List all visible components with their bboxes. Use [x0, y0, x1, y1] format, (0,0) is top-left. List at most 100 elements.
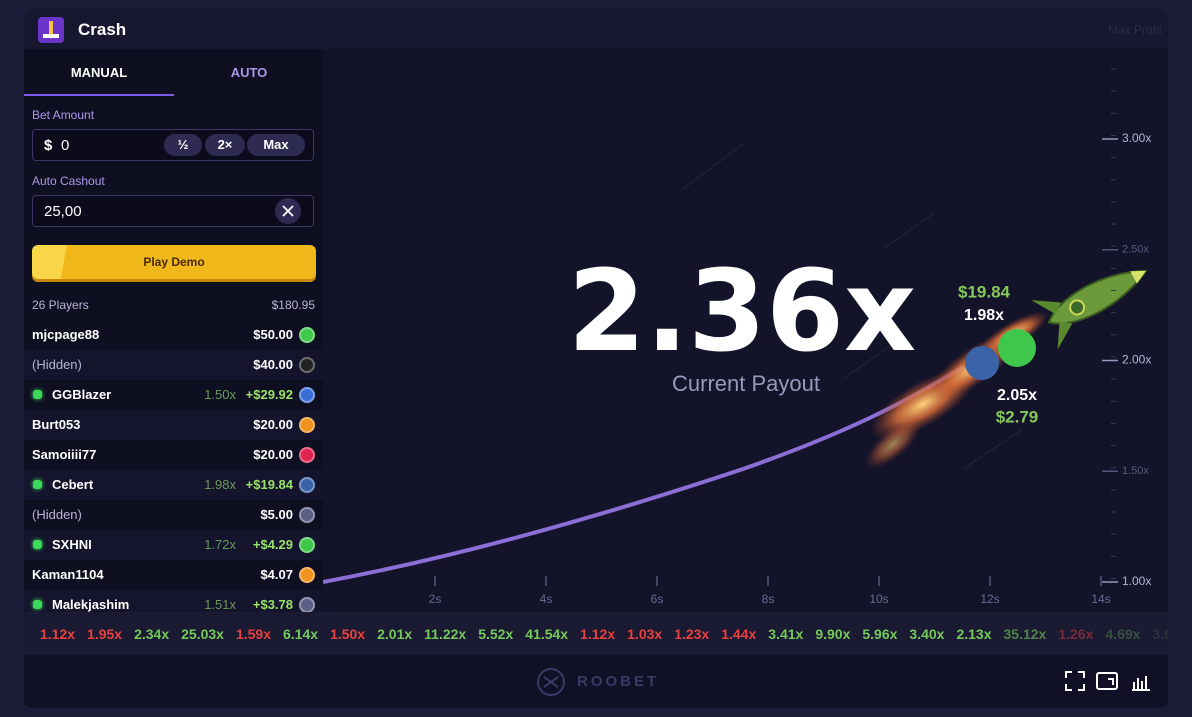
bet-label: Bet Amount [32, 108, 95, 122]
player-name: SXHNI [52, 537, 92, 552]
player-amount: +$29.92 [245, 387, 293, 402]
play-button[interactable]: Play Demo [32, 245, 316, 279]
tab-underline [24, 94, 174, 96]
history-multiplier: 4.69x [1105, 625, 1141, 642]
currency-icon [299, 327, 315, 343]
graph: 2.36x Current Payout $19.84 1.98x 2.05x … [323, 68, 1151, 606]
x-tick-label: 14s [1091, 592, 1110, 606]
player-row: Samoiiii77 $20.00 [24, 440, 323, 470]
history-multiplier: 41.54x [525, 625, 569, 642]
cashout-dot [33, 480, 42, 489]
currency-icon [299, 357, 315, 373]
x-tick-label: 2s [429, 592, 442, 606]
player-name: Cebert [52, 477, 94, 492]
brand: ROOBET [577, 673, 660, 690]
player-row: Burt053 $20.00 [24, 410, 323, 440]
bubble-multiplier: 1.98x [964, 307, 1004, 324]
cashout-dot [33, 600, 42, 609]
history-multiplier: 1.95x [87, 625, 123, 642]
max-profit[interactable]: Max Profit [1107, 23, 1162, 37]
history-multiplier: 2.34x [134, 625, 170, 642]
bubble-coin [998, 329, 1036, 367]
tab-manual[interactable]: MANUAL [70, 65, 128, 80]
current-payout: 2.36x [568, 247, 917, 377]
player-multiplier: 1.72x [204, 537, 236, 552]
half-button[interactable]: ½ [164, 134, 202, 156]
x-tick-label: 10s [869, 592, 888, 606]
x-tick-label: 4s [540, 592, 553, 606]
brand-logo [537, 668, 565, 696]
y-tick-label: 3.00x [1122, 131, 1151, 145]
currency-icon [299, 567, 315, 583]
player-name: mjcpage88 [32, 327, 100, 342]
max-button[interactable]: Max [247, 134, 305, 156]
history-multiplier: 1.26x [1058, 625, 1094, 642]
x-tick-label: 12s [980, 592, 999, 606]
player-multiplier: 1.51x [204, 597, 236, 612]
bubble-multiplier: 2.05x [997, 387, 1037, 404]
bet-input[interactable]: $ 0 ½ 2× Max [32, 129, 314, 161]
cashout-input[interactable]: 25,00 [32, 195, 314, 227]
player-amount: $4.07 [260, 567, 293, 582]
currency-icon [299, 447, 315, 463]
history-multiplier: 35.12x [1003, 625, 1047, 642]
cashout-dot [33, 540, 42, 549]
player-amount: +$19.84 [245, 477, 293, 492]
player-row: (Hidden) $40.00 [24, 350, 323, 380]
history-multiplier: 1.12x [40, 625, 76, 642]
player-multiplier: 1.98x [204, 477, 236, 492]
player-amount: $50.00 [253, 327, 293, 342]
player-amount: $20.00 [253, 417, 293, 432]
theatre-button[interactable] [1096, 672, 1118, 690]
bubble-amount: $19.84 [958, 282, 1011, 301]
header: Crash Max Profit [24, 9, 1168, 49]
history-multiplier: 6.14x [283, 625, 319, 642]
game-panel: Crash Max Profit MANUAL AUTO Bet Amount … [24, 9, 1168, 708]
player-total: $180.95 [271, 298, 315, 312]
clear-button[interactable] [274, 198, 302, 224]
x-tick-label: 6s [651, 592, 664, 606]
player-name: Malekjashim [52, 597, 130, 612]
history-multiplier: 1.03x [627, 625, 663, 642]
player-row: Cebert 1.98x +$19.84 [24, 470, 323, 500]
history-multiplier: 1.59x [235, 625, 272, 642]
player-name: GGBlazer [52, 387, 112, 402]
history-multiplier: 1.50x [330, 625, 366, 642]
y-tick-label: 2.00x [1122, 353, 1151, 367]
double-button[interactable]: 2× [205, 134, 245, 156]
player-multiplier: 1.50x [204, 387, 236, 402]
history-multiplier: 1.12x [580, 625, 616, 642]
cashout-value: 25,00 [44, 203, 82, 220]
player-row: GGBlazer 1.50x +$29.92 [24, 380, 323, 410]
player-row: Kaman1104 $4.07 [24, 560, 323, 590]
history-multiplier: 9.90x [815, 625, 851, 642]
history-multiplier: 11.22x [424, 625, 467, 642]
player-name: Samoiiii77 [32, 447, 97, 462]
currency-icon [299, 387, 315, 403]
stats-button[interactable] [1132, 676, 1150, 691]
player-name: (Hidden) [32, 357, 82, 372]
player-row: mjcpage88 $50.00 [24, 320, 323, 350]
history-multiplier: 1.44x [721, 625, 757, 642]
title: Crash [78, 20, 127, 39]
y-tick-label: 1.50x [1122, 465, 1149, 477]
rocket [1031, 269, 1148, 350]
currency-icon [299, 537, 315, 553]
fullscreen-button[interactable] [1065, 671, 1085, 691]
footer: ROOBET [24, 655, 1168, 708]
history-multiplier: 5.96x [862, 625, 898, 642]
player-amount: $5.00 [260, 507, 293, 522]
player-row: SXHNI 1.72x +$4.29 [24, 530, 323, 560]
history-multiplier: 5.52x [478, 625, 514, 642]
player-list: mjcpage88 $50.00 (Hidden) $40.00 GGBlazer 1.5… [24, 320, 323, 612]
bubble-coin [965, 346, 999, 380]
history-multiplier: 25.03x [181, 625, 224, 642]
view-controls [1065, 671, 1150, 691]
x-tick-label: 8s [762, 592, 775, 606]
player-amount: +$4.29 [252, 537, 293, 552]
tab-auto[interactable]: AUTO [230, 65, 268, 80]
y-tick-label: 1.00x [1122, 574, 1151, 588]
player-row: Malekjashim 1.51x +$3.78 [24, 590, 323, 612]
cashout-label: Auto Cashout [32, 174, 105, 188]
